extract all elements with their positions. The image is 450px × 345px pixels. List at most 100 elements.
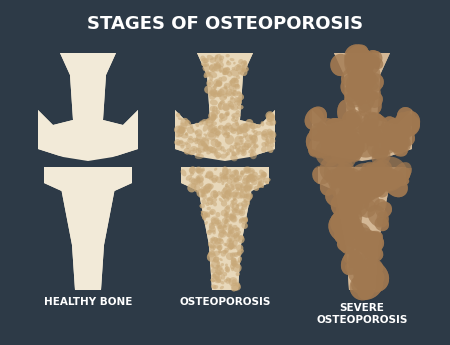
- Ellipse shape: [210, 89, 213, 94]
- Ellipse shape: [353, 66, 366, 79]
- Ellipse shape: [215, 177, 222, 183]
- Ellipse shape: [315, 139, 342, 167]
- Ellipse shape: [326, 169, 340, 178]
- Ellipse shape: [231, 284, 239, 292]
- Ellipse shape: [190, 172, 194, 176]
- Ellipse shape: [269, 130, 275, 137]
- Ellipse shape: [216, 191, 220, 196]
- Ellipse shape: [352, 111, 368, 126]
- Ellipse shape: [367, 92, 383, 108]
- Ellipse shape: [224, 112, 230, 117]
- Ellipse shape: [235, 110, 240, 115]
- Ellipse shape: [208, 126, 214, 131]
- Ellipse shape: [331, 194, 352, 218]
- Ellipse shape: [229, 224, 233, 227]
- Ellipse shape: [219, 94, 227, 101]
- Polygon shape: [312, 53, 412, 161]
- Ellipse shape: [369, 180, 386, 196]
- Ellipse shape: [261, 134, 265, 137]
- Ellipse shape: [348, 47, 366, 72]
- Ellipse shape: [226, 132, 230, 136]
- Ellipse shape: [205, 135, 208, 139]
- Ellipse shape: [208, 229, 212, 233]
- Ellipse shape: [247, 143, 252, 148]
- Ellipse shape: [236, 245, 243, 252]
- Ellipse shape: [221, 116, 228, 121]
- Ellipse shape: [391, 140, 405, 155]
- Ellipse shape: [257, 178, 262, 183]
- Ellipse shape: [202, 149, 205, 153]
- Ellipse shape: [225, 113, 230, 117]
- Ellipse shape: [215, 279, 221, 283]
- Ellipse shape: [222, 70, 226, 75]
- Ellipse shape: [336, 186, 353, 207]
- Ellipse shape: [213, 272, 220, 279]
- Ellipse shape: [226, 234, 230, 237]
- Ellipse shape: [317, 118, 337, 138]
- Ellipse shape: [396, 125, 412, 140]
- Polygon shape: [175, 53, 275, 161]
- Ellipse shape: [326, 141, 342, 157]
- Ellipse shape: [377, 211, 386, 226]
- Ellipse shape: [253, 130, 258, 134]
- Ellipse shape: [220, 191, 224, 197]
- Ellipse shape: [344, 241, 360, 256]
- Ellipse shape: [230, 203, 234, 208]
- Ellipse shape: [232, 67, 235, 70]
- Ellipse shape: [357, 276, 383, 300]
- Ellipse shape: [331, 213, 354, 231]
- Ellipse shape: [222, 250, 227, 254]
- Ellipse shape: [206, 197, 210, 201]
- Ellipse shape: [328, 137, 350, 157]
- Ellipse shape: [372, 157, 407, 190]
- Ellipse shape: [219, 56, 224, 60]
- Ellipse shape: [233, 235, 237, 239]
- Ellipse shape: [246, 185, 252, 191]
- Ellipse shape: [194, 150, 197, 153]
- Ellipse shape: [213, 257, 219, 262]
- Ellipse shape: [231, 199, 238, 205]
- Ellipse shape: [228, 243, 234, 249]
- Ellipse shape: [174, 139, 180, 146]
- Ellipse shape: [241, 217, 248, 224]
- Ellipse shape: [340, 239, 354, 254]
- Ellipse shape: [202, 213, 207, 220]
- Ellipse shape: [218, 249, 221, 253]
- Ellipse shape: [216, 107, 218, 111]
- Ellipse shape: [238, 136, 244, 139]
- Ellipse shape: [249, 174, 256, 181]
- Ellipse shape: [342, 197, 355, 210]
- Ellipse shape: [225, 54, 230, 58]
- Ellipse shape: [228, 184, 234, 192]
- Ellipse shape: [269, 114, 275, 118]
- Ellipse shape: [345, 262, 358, 275]
- Ellipse shape: [223, 195, 230, 201]
- Ellipse shape: [201, 211, 208, 218]
- Ellipse shape: [230, 180, 237, 187]
- Ellipse shape: [230, 155, 238, 161]
- Ellipse shape: [257, 180, 264, 188]
- Ellipse shape: [179, 126, 184, 134]
- Ellipse shape: [346, 102, 355, 111]
- Ellipse shape: [180, 118, 189, 126]
- Ellipse shape: [361, 126, 375, 141]
- Ellipse shape: [192, 138, 197, 142]
- Ellipse shape: [225, 111, 230, 115]
- Ellipse shape: [327, 123, 348, 140]
- Ellipse shape: [230, 97, 236, 104]
- Ellipse shape: [333, 208, 360, 230]
- Ellipse shape: [250, 146, 256, 152]
- Ellipse shape: [230, 78, 236, 85]
- Ellipse shape: [263, 178, 270, 183]
- Ellipse shape: [238, 236, 245, 243]
- Ellipse shape: [188, 150, 195, 155]
- Ellipse shape: [195, 166, 202, 174]
- Ellipse shape: [216, 110, 220, 114]
- Ellipse shape: [342, 109, 362, 129]
- Ellipse shape: [211, 222, 214, 226]
- Ellipse shape: [210, 57, 216, 63]
- Ellipse shape: [192, 129, 195, 132]
- Ellipse shape: [364, 73, 384, 92]
- Ellipse shape: [231, 92, 234, 95]
- Ellipse shape: [219, 87, 228, 95]
